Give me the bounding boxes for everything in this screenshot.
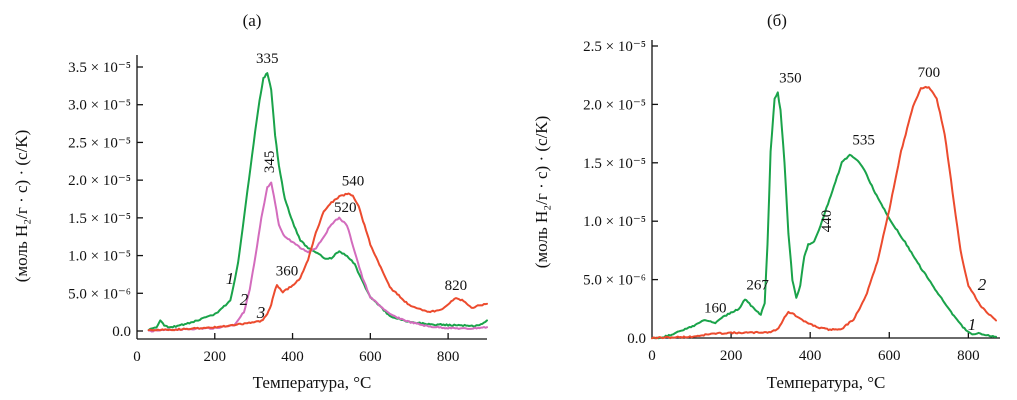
y-tick-label: 0.0	[112, 324, 131, 340]
y-tick-label: 2.5 × 10⁻⁵	[68, 135, 131, 151]
x-tick-label: 200	[204, 349, 227, 365]
panel-b-ticks: 0 200 400 600 800 0.0 5.0 × 10⁻⁶ 1.0 × 10⁻⁵ 1.5 …	[583, 39, 979, 364]
series-line-1	[147, 72, 488, 331]
y-tick-label: 3.5 × 10⁻⁵	[68, 60, 131, 76]
peak-label: 440	[819, 210, 835, 233]
curve-number-label: 2	[978, 275, 987, 294]
y-tick-label: 5.0 × 10⁻⁶	[68, 286, 131, 302]
peak-label: 700	[918, 65, 941, 81]
x-tick-label: 800	[437, 349, 460, 365]
y-tick-label: 1.0 × 10⁻⁵	[68, 249, 131, 265]
peak-label: 335	[256, 51, 279, 67]
peak-label: 540	[342, 174, 365, 190]
series-line-1	[651, 91, 997, 340]
y-tick-label: 1.5 × 10⁻⁵	[68, 211, 131, 227]
x-tick-label: 400	[281, 349, 304, 365]
panel-a-ticks: 0 200 400 600 800 0.0 5.0 × 10⁻⁶ 1.0 × 10⁻⁵ 1.5 …	[68, 60, 459, 365]
panel-b-title: (б)	[767, 11, 787, 30]
peak-label: 535	[852, 133, 875, 149]
y-tick-label: 0.0	[627, 331, 646, 347]
curve-number-label: 2	[240, 290, 249, 309]
peak-label: 520	[334, 200, 357, 216]
curve-number-label: 1	[226, 269, 235, 288]
panel-a-chart: (a) (моль H₂/г · c) · (c/K) Температура,…	[12, 11, 488, 392]
x-tick-label: 200	[720, 348, 743, 364]
curve-number-label: 3	[256, 303, 266, 322]
x-tick-label: 400	[799, 348, 822, 364]
panel-b-y-axis-title: (моль H₂/г · c) · (c/K)	[532, 116, 551, 268]
panel-b-annotations: 160 267 350 440 535 700 1 2	[704, 65, 987, 334]
x-tick-label: 0	[648, 348, 656, 364]
x-tick-label: 600	[878, 348, 901, 364]
panel-b-chart: (б) (моль H₂/г · c) · (c/K) Температура,…	[532, 11, 1000, 392]
panel-b-curves	[651, 85, 997, 340]
x-tick-label: 600	[359, 349, 382, 365]
panel-a-title: (a)	[243, 11, 262, 30]
y-tick-label: 1.5 × 10⁻⁵	[583, 156, 646, 172]
peak-label: 820	[445, 278, 468, 294]
y-tick-label: 2.0 × 10⁻⁵	[68, 173, 131, 189]
panel-a-y-axis-title: (моль H₂/г · c) · (c/K)	[12, 130, 31, 282]
peak-label: 345	[262, 151, 278, 174]
peak-label: 360	[276, 264, 299, 280]
peak-label: 160	[704, 300, 727, 316]
x-tick-label: 0	[133, 349, 141, 365]
y-tick-label: 1.0 × 10⁻⁵	[583, 214, 646, 230]
panel-a-axes	[136, 55, 487, 340]
series-line-2	[651, 85, 997, 340]
peak-label: 267	[746, 277, 769, 293]
y-tick-label: 2.0 × 10⁻⁵	[583, 97, 646, 113]
panel-b-x-axis-title: Температура, °C	[767, 373, 886, 392]
y-tick-label: 3.0 × 10⁻⁵	[68, 98, 131, 114]
panel-b-axes	[651, 40, 1000, 339]
curve-number-label: 1	[968, 315, 977, 334]
panel-a-curves	[147, 72, 488, 333]
series-line-3	[147, 192, 488, 332]
x-tick-label: 800	[957, 348, 980, 364]
y-tick-label: 2.5 × 10⁻⁵	[583, 39, 646, 55]
series-line-2	[147, 181, 488, 333]
panel-a-x-axis-title: Температура, °C	[253, 373, 372, 392]
panel-a-annotations: 335 345 360 520 540 820 123	[226, 51, 467, 322]
peak-label: 350	[779, 71, 802, 87]
y-tick-label: 5.0 × 10⁻⁶	[583, 273, 646, 289]
